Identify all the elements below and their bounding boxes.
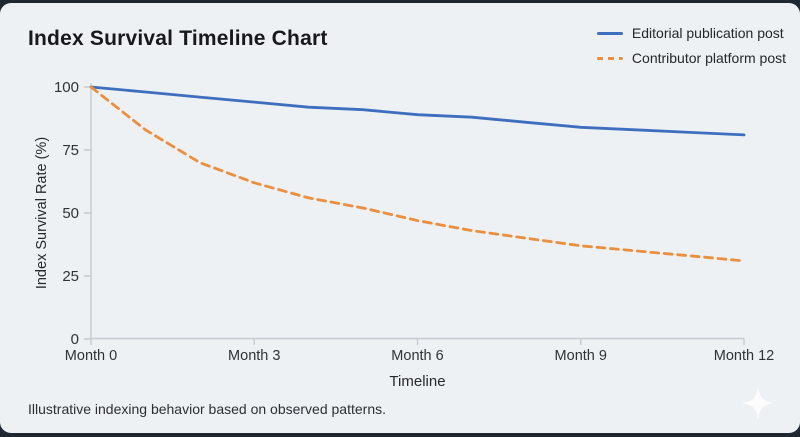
y-tick-label: 0 bbox=[71, 331, 79, 348]
x-axis-title: Timeline bbox=[389, 373, 445, 390]
x-tick-label: Month 12 bbox=[714, 348, 774, 364]
x-tick-label: Month 3 bbox=[228, 348, 280, 364]
legend-item-contributor: Contributor platform post bbox=[596, 50, 786, 66]
chart-footnote: Illustrative indexing behavior based on … bbox=[28, 401, 386, 417]
x-tick-label: Month 6 bbox=[391, 348, 443, 364]
contributor-series-line bbox=[89, 85, 746, 263]
x-tick-label: Month 0 bbox=[65, 348, 117, 364]
chart-canvas: 0 25 50 75 100 Month 0 Month 3 Month 6 Month 9 Mo… bbox=[34, 79, 774, 390]
axis-lines bbox=[84, 83, 745, 345]
chart-legend: Editorial publication post Contributor p… bbox=[596, 25, 786, 66]
legend-label-contributor: Contributor platform post bbox=[631, 50, 786, 66]
legend-label-editorial: Editorial publication post bbox=[631, 25, 784, 41]
legend-item-editorial: Editorial publication post bbox=[596, 25, 786, 41]
editorial-line-swatch-icon bbox=[596, 31, 623, 35]
contributor-line-swatch-icon bbox=[596, 56, 623, 60]
y-tick-label: 25 bbox=[62, 268, 79, 285]
sparkle-icon bbox=[741, 386, 775, 420]
x-tick-label: Month 9 bbox=[555, 348, 607, 364]
y-tick-label: 75 bbox=[62, 142, 79, 159]
chart-card: Index Survival Timeline Chart Editorial … bbox=[0, 3, 800, 433]
y-tick-label: 50 bbox=[62, 205, 79, 222]
editorial-series-line bbox=[89, 85, 746, 137]
y-axis-title: Index Survival Rate (%) bbox=[34, 137, 50, 289]
y-tick-label: 100 bbox=[54, 79, 79, 96]
page-title: Index Survival Timeline Chart bbox=[28, 27, 328, 50]
